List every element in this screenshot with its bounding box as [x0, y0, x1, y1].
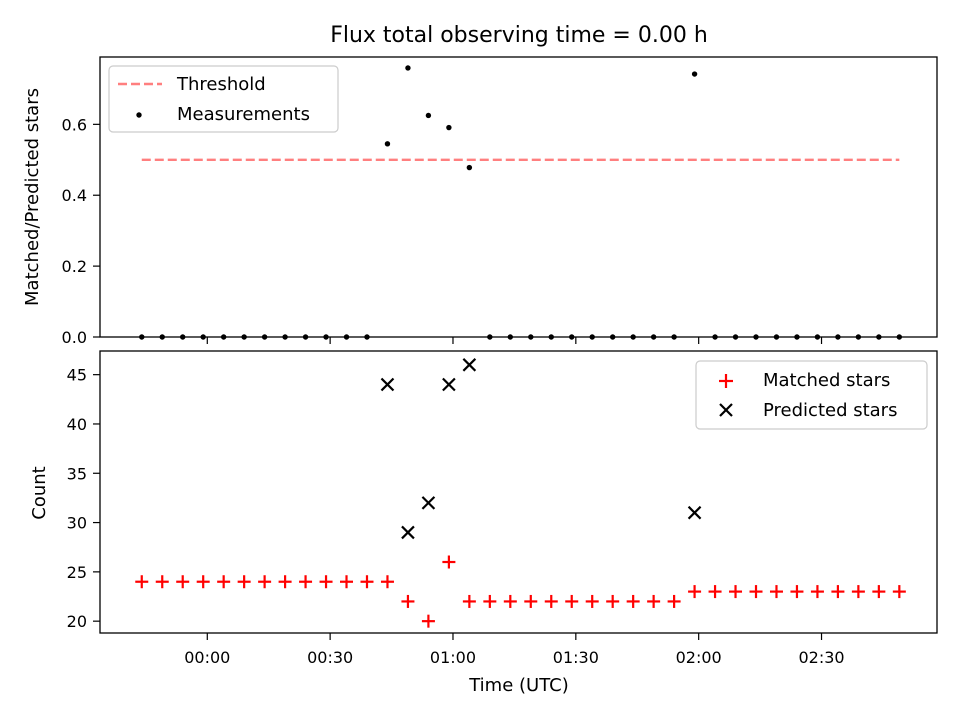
top-y-axis-label: Matched/Predicted stars — [22, 88, 43, 306]
matched-star-point — [769, 585, 783, 599]
matched-star-point — [606, 594, 620, 608]
bottom-plot-area — [135, 358, 906, 628]
matched-star-point — [851, 585, 865, 599]
matched-star-point — [442, 555, 456, 569]
top-axes-frame — [99, 56, 938, 338]
x-tick-label: 00:00 — [184, 648, 230, 667]
matched-star-point — [299, 575, 313, 589]
matched-star-point — [401, 594, 415, 608]
bottom-panel: 20 25 30 35 40 45 00:00 00:30 01:00 01:30 02:00 02… — [29, 350, 938, 696]
matched-star-point — [647, 594, 661, 608]
matched-star-point — [892, 585, 906, 599]
matched-star-point — [626, 594, 640, 608]
y-tick-label: 45 — [67, 366, 87, 385]
legend-matched-swatch — [719, 374, 733, 388]
bottom-legend: Matched stars Predicted stars — [695, 360, 928, 430]
legend-measurements-swatch — [136, 112, 142, 118]
predicted-star-point — [421, 496, 436, 510]
matched-star-point — [380, 575, 394, 589]
measurement-point — [425, 112, 432, 119]
y-tick-label: 20 — [67, 612, 87, 631]
x-tick-label: 02:00 — [676, 648, 722, 667]
bottom-legend-box — [695, 360, 928, 430]
matched-star-point — [749, 585, 763, 599]
legend-predicted-swatch — [719, 403, 733, 417]
top-x-ticks — [206, 337, 823, 344]
measurement-point — [384, 141, 391, 147]
measurement-point — [466, 164, 473, 171]
matched-star-point — [524, 594, 538, 608]
predicted-star-point — [380, 377, 395, 392]
matched-star-point — [565, 594, 579, 608]
matched-star-point — [340, 575, 354, 589]
bottom-y-ticks: 20 25 30 35 40 45 — [67, 366, 100, 631]
predicted-star-point — [687, 505, 702, 520]
matched-star-point — [176, 575, 190, 589]
matched-star-point — [237, 575, 251, 589]
matched-star-point — [688, 585, 702, 599]
matched-star-point — [155, 575, 169, 589]
legend-threshold-label: Threshold — [176, 74, 266, 95]
matched-star-point — [462, 594, 476, 608]
top-legend: Threshold Measurements — [108, 65, 339, 133]
chart-title: Flux total observing time = 0.00 h — [330, 23, 708, 48]
matched-star-point — [360, 575, 374, 589]
matched-star-point — [544, 594, 558, 608]
matched-star-point — [217, 575, 231, 589]
bottom-axes-frame — [99, 350, 938, 634]
matched-star-point — [319, 575, 333, 589]
legend-predicted-label: Predicted stars — [763, 400, 897, 421]
x-tick-label: 01:30 — [553, 648, 599, 667]
y-tick-label: 30 — [67, 514, 87, 533]
predicted-star-point — [442, 377, 456, 392]
top-y-ticks: 0.0 0.2 0.4 0.6 — [62, 115, 100, 347]
x-tick-label: 02:30 — [798, 648, 844, 667]
legend-measurements-label: Measurements — [177, 104, 310, 125]
bottom-x-ticks: 00:00 00:30 01:00 01:30 02:00 02:30 — [184, 633, 845, 667]
matched-star-point — [729, 585, 743, 599]
matched-star-point — [278, 575, 292, 589]
y-tick-label: 35 — [67, 464, 87, 483]
y-tick-label: 0.4 — [62, 186, 87, 205]
measurement-point — [691, 71, 698, 77]
matched-star-point — [667, 594, 681, 608]
matched-star-point — [258, 575, 272, 589]
y-tick-label: 0.0 — [62, 328, 87, 347]
bottom-y-axis-label: Count — [29, 466, 50, 519]
legend-matched-label: Matched stars — [763, 370, 890, 391]
matched-star-point — [135, 575, 149, 589]
matched-star-point — [872, 585, 886, 599]
matched-star-point — [483, 594, 497, 608]
top-panel: 0.0 0.2 0.4 0.6 Matched/Predicted stars Thr… — [22, 56, 938, 347]
x-tick-label: 00:30 — [307, 648, 353, 667]
predicted-star-point — [401, 525, 415, 540]
matched-star-point — [790, 585, 804, 599]
matched-star-point — [421, 614, 435, 628]
x-axis-label: Time (UTC) — [468, 675, 569, 696]
x-tick-label: 01:00 — [430, 648, 476, 667]
y-tick-label: 40 — [67, 415, 87, 434]
matched-star-point — [503, 594, 517, 608]
matched-star-point — [585, 594, 599, 608]
matched-star-point — [196, 575, 210, 589]
y-tick-label: 0.6 — [62, 115, 87, 134]
predicted-star-point — [462, 358, 477, 372]
matched-star-point — [708, 585, 722, 599]
matched-star-point — [831, 585, 845, 599]
measurement-point — [405, 65, 411, 71]
matched-star-point — [810, 585, 824, 599]
y-tick-label: 25 — [67, 563, 87, 582]
measurement-point — [446, 124, 452, 131]
top-legend-box — [108, 65, 339, 133]
y-tick-label: 0.2 — [62, 257, 87, 276]
